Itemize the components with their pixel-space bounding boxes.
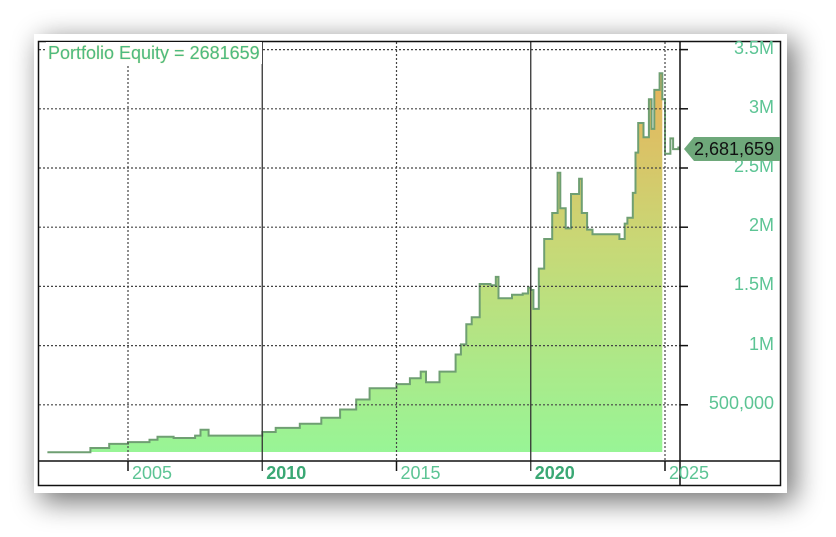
last-value-tag: 2,681,659 (684, 136, 780, 162)
grid-layer (39, 42, 680, 471)
value-tag-arrow-icon (684, 137, 780, 161)
y-tick-label: 1.5M (733, 274, 774, 295)
x-tick-label: 2015 (400, 463, 441, 483)
plot-area (47, 72, 680, 454)
y-tick-label: 1M (748, 333, 774, 354)
y-tick-label: 500,000 (708, 392, 774, 413)
x-tick-label: 2010 (266, 463, 307, 483)
y-tick-label: 3M (748, 96, 774, 117)
x-tick-label: 2020 (534, 463, 575, 483)
x-tick-label: 2025 (669, 463, 710, 483)
y-tick-label: 2M (748, 215, 774, 236)
y-tick-label: 3.5M (733, 37, 774, 58)
equity-area-fill (47, 73, 663, 453)
chart-title: Portfolio Equity = 2681659 (46, 42, 262, 64)
chart-border (37, 40, 782, 487)
last-value-label: 2,681,659 (694, 139, 775, 159)
axes-layer (37, 40, 782, 487)
x-tick-label: 2005 (132, 463, 173, 483)
